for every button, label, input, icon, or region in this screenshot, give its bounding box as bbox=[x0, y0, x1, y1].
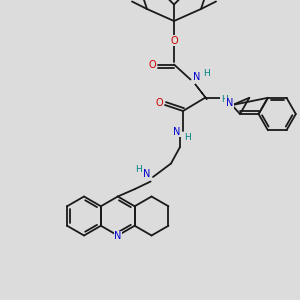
Text: H: H bbox=[221, 95, 227, 104]
Text: N: N bbox=[114, 231, 122, 242]
Polygon shape bbox=[195, 84, 207, 100]
Text: O: O bbox=[156, 98, 164, 109]
Text: H: H bbox=[203, 69, 209, 78]
Text: O: O bbox=[148, 59, 156, 70]
Text: H: H bbox=[184, 133, 191, 142]
Text: N: N bbox=[173, 127, 180, 137]
Text: N: N bbox=[194, 72, 201, 82]
Text: H: H bbox=[135, 165, 141, 174]
Text: N: N bbox=[226, 98, 233, 109]
Text: N: N bbox=[143, 169, 150, 179]
Text: O: O bbox=[171, 35, 178, 46]
